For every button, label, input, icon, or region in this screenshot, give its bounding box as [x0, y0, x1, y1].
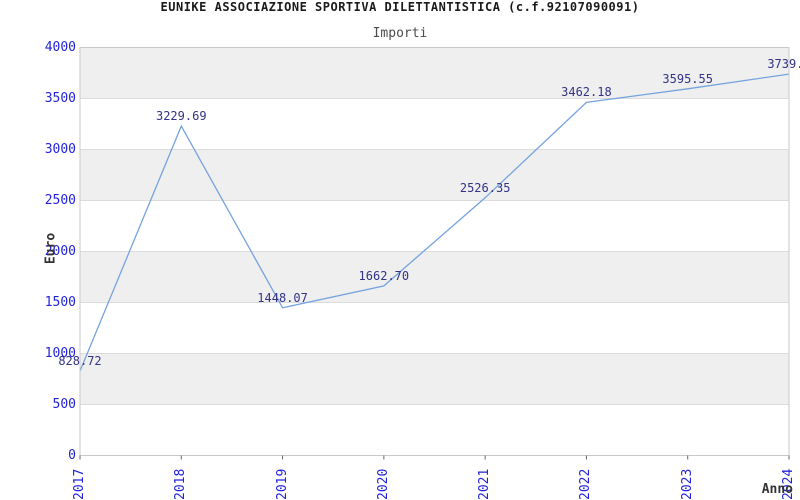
y-tick-label: 4000	[44, 39, 76, 55]
data-point-label: 3595.55	[662, 71, 713, 86]
chart-title: EUNIKE ASSOCIAZIONE SPORTIVA DILETTANTIS…	[160, 0, 640, 14]
x-tick-label: 2019	[274, 468, 290, 500]
plot-band	[80, 47, 789, 99]
y-tick-label: 3500	[44, 90, 76, 106]
x-axis-title: Anno	[761, 482, 793, 497]
chart-subtitle: Importi	[372, 26, 428, 41]
x-tick-label: 2018	[173, 468, 189, 500]
plot-band	[80, 149, 789, 201]
y-tick-label: 3000	[44, 141, 76, 157]
y-tick-label: 0	[68, 447, 76, 463]
y-tick-label: 500	[52, 396, 76, 412]
plot-band	[80, 353, 789, 405]
data-point-label: 3462.18	[561, 85, 612, 100]
data-point-label: 828.72	[58, 353, 102, 368]
y-tick-label: 2000	[44, 243, 76, 259]
data-point-label: 3739.4	[767, 57, 800, 72]
data-point-label: 2526.35	[459, 180, 511, 195]
plot-band	[80, 251, 789, 303]
y-tick-label: 1500	[44, 294, 76, 310]
x-tick-label: 2021	[477, 468, 493, 500]
y-axis-title: Euro	[43, 232, 59, 265]
y-tick-label: 2500	[44, 192, 76, 208]
data-line-importi	[79, 73, 790, 372]
data-point-label: 3229.69	[155, 109, 207, 124]
x-tick-label: 2017	[72, 468, 87, 500]
data-point-label: 1448.07	[257, 290, 308, 305]
data-point-label: 1662.70	[358, 268, 410, 283]
x-tick-label: 2020	[375, 468, 391, 500]
x-tick-label: 2022	[578, 468, 594, 500]
y-tick-label: 1000	[44, 345, 76, 361]
plot-border	[79, 47, 790, 456]
